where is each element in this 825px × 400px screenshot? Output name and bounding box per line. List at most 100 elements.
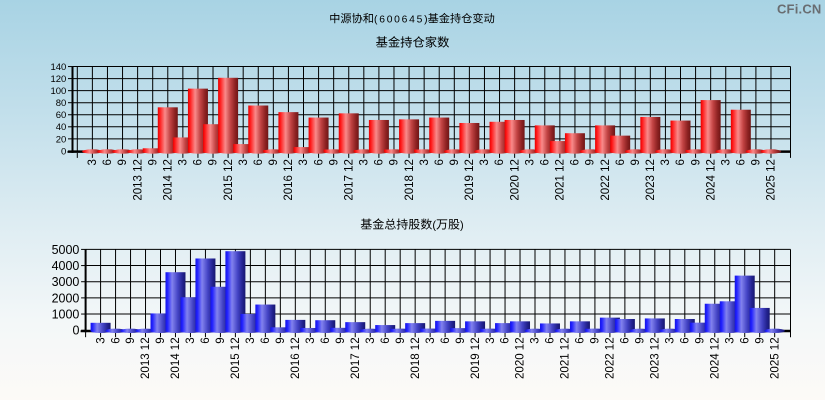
svg-text:2015 12: 2015 12 — [230, 337, 242, 379]
svg-text:2025 12: 2025 12 — [769, 337, 781, 379]
svg-text:9: 9 — [635, 337, 647, 343]
svg-text:20: 20 — [56, 134, 67, 145]
svg-text:9: 9 — [155, 337, 167, 343]
svg-text:0: 0 — [61, 146, 66, 157]
svg-text:9: 9 — [215, 337, 227, 343]
svg-text:3: 3 — [660, 159, 672, 165]
svg-text:60: 60 — [56, 110, 67, 121]
svg-text:6: 6 — [193, 159, 205, 165]
svg-text:6: 6 — [110, 337, 122, 343]
svg-text:3: 3 — [524, 159, 536, 165]
svg-text:6: 6 — [434, 159, 446, 165]
svg-text:3: 3 — [665, 337, 677, 343]
svg-text:3: 3 — [724, 337, 736, 343]
svg-text:6: 6 — [675, 159, 687, 165]
svg-text:100: 100 — [50, 86, 66, 97]
svg-text:9: 9 — [268, 159, 280, 165]
svg-text:9: 9 — [590, 337, 602, 343]
svg-text:(600645): (600645) — [374, 14, 428, 25]
svg-text:6: 6 — [680, 337, 692, 343]
svg-text:3: 3 — [419, 159, 431, 165]
svg-text:6: 6 — [620, 337, 632, 343]
svg-text:5000: 5000 — [52, 243, 80, 257]
svg-text:6: 6 — [739, 337, 751, 343]
svg-text:140: 140 — [50, 62, 66, 73]
svg-text:6: 6 — [500, 337, 512, 343]
svg-text:2022 12: 2022 12 — [605, 337, 617, 379]
svg-text:2013 12: 2013 12 — [132, 159, 144, 201]
svg-text:9: 9 — [630, 159, 642, 165]
svg-text:6: 6 — [736, 159, 748, 165]
svg-text:3: 3 — [365, 337, 377, 343]
svg-text:6: 6 — [313, 159, 325, 165]
svg-text:2014 12: 2014 12 — [162, 159, 174, 201]
svg-text:6: 6 — [102, 159, 114, 165]
svg-text:3: 3 — [178, 159, 190, 165]
svg-text:2020 12: 2020 12 — [515, 337, 527, 379]
svg-text:6: 6 — [539, 159, 551, 165]
svg-text:2018 12: 2018 12 — [410, 337, 422, 379]
svg-text:9: 9 — [389, 159, 401, 165]
svg-text:3: 3 — [298, 159, 310, 165]
svg-text:6: 6 — [380, 337, 392, 343]
svg-text:3: 3 — [305, 337, 317, 343]
svg-text:9: 9 — [328, 159, 340, 165]
svg-text:9: 9 — [690, 159, 702, 165]
svg-text:9: 9 — [208, 159, 220, 165]
svg-text:9: 9 — [449, 159, 461, 165]
svg-text:6: 6 — [545, 337, 557, 343]
svg-text:9: 9 — [335, 337, 347, 343]
svg-text:9: 9 — [751, 159, 763, 165]
svg-text:(: ( — [432, 220, 436, 232]
svg-text:2016 12: 2016 12 — [290, 337, 302, 379]
svg-text:2019 12: 2019 12 — [464, 159, 476, 201]
svg-text:9: 9 — [395, 337, 407, 343]
svg-text:3: 3 — [185, 337, 197, 343]
svg-text:2020 12: 2020 12 — [509, 159, 521, 201]
svg-text:80: 80 — [56, 98, 67, 109]
svg-text:2024 12: 2024 12 — [705, 159, 717, 201]
svg-text:2014 12: 2014 12 — [170, 337, 182, 379]
svg-text:2013 12: 2013 12 — [140, 337, 152, 379]
svg-text:2021 12: 2021 12 — [555, 159, 567, 201]
svg-text:3: 3 — [425, 337, 437, 343]
svg-text:40: 40 — [56, 122, 67, 133]
svg-text:6: 6 — [253, 159, 265, 165]
svg-text:6: 6 — [494, 159, 506, 165]
svg-text:6: 6 — [440, 337, 452, 343]
svg-text:9: 9 — [147, 159, 159, 165]
svg-text:3: 3 — [720, 159, 732, 165]
svg-text:3: 3 — [530, 337, 542, 343]
svg-text:3: 3 — [245, 337, 257, 343]
svg-text:9: 9 — [694, 337, 706, 343]
svg-text:): ) — [460, 220, 464, 232]
svg-text:6: 6 — [570, 159, 582, 165]
svg-text:2019 12: 2019 12 — [470, 337, 482, 379]
svg-text:9: 9 — [117, 159, 129, 165]
svg-text:2023 12: 2023 12 — [645, 159, 657, 201]
svg-text:2024 12: 2024 12 — [709, 337, 721, 379]
svg-text:9: 9 — [275, 337, 287, 343]
svg-text:6: 6 — [200, 337, 212, 343]
svg-text:2021 12: 2021 12 — [560, 337, 572, 379]
svg-text:6: 6 — [615, 159, 627, 165]
svg-text:3: 3 — [87, 159, 99, 165]
svg-text:4000: 4000 — [52, 259, 80, 273]
svg-text:3: 3 — [359, 159, 371, 165]
svg-text:120: 120 — [50, 74, 66, 85]
svg-text:2023 12: 2023 12 — [650, 337, 662, 379]
svg-text:3: 3 — [479, 159, 491, 165]
svg-text:3: 3 — [95, 337, 107, 343]
svg-text:2000: 2000 — [52, 291, 80, 305]
svg-text:9: 9 — [585, 159, 597, 165]
svg-text:2017 12: 2017 12 — [350, 337, 362, 379]
svg-text:6: 6 — [320, 337, 332, 343]
svg-text:3000: 3000 — [52, 275, 80, 289]
svg-text:CFi.CN: CFi.CN — [777, 1, 822, 16]
svg-text:3: 3 — [238, 159, 250, 165]
svg-text:2022 12: 2022 12 — [600, 159, 612, 201]
svg-text:6: 6 — [260, 337, 272, 343]
svg-text:6: 6 — [575, 337, 587, 343]
svg-text:2016 12: 2016 12 — [283, 159, 295, 201]
svg-text:2017 12: 2017 12 — [343, 159, 355, 201]
